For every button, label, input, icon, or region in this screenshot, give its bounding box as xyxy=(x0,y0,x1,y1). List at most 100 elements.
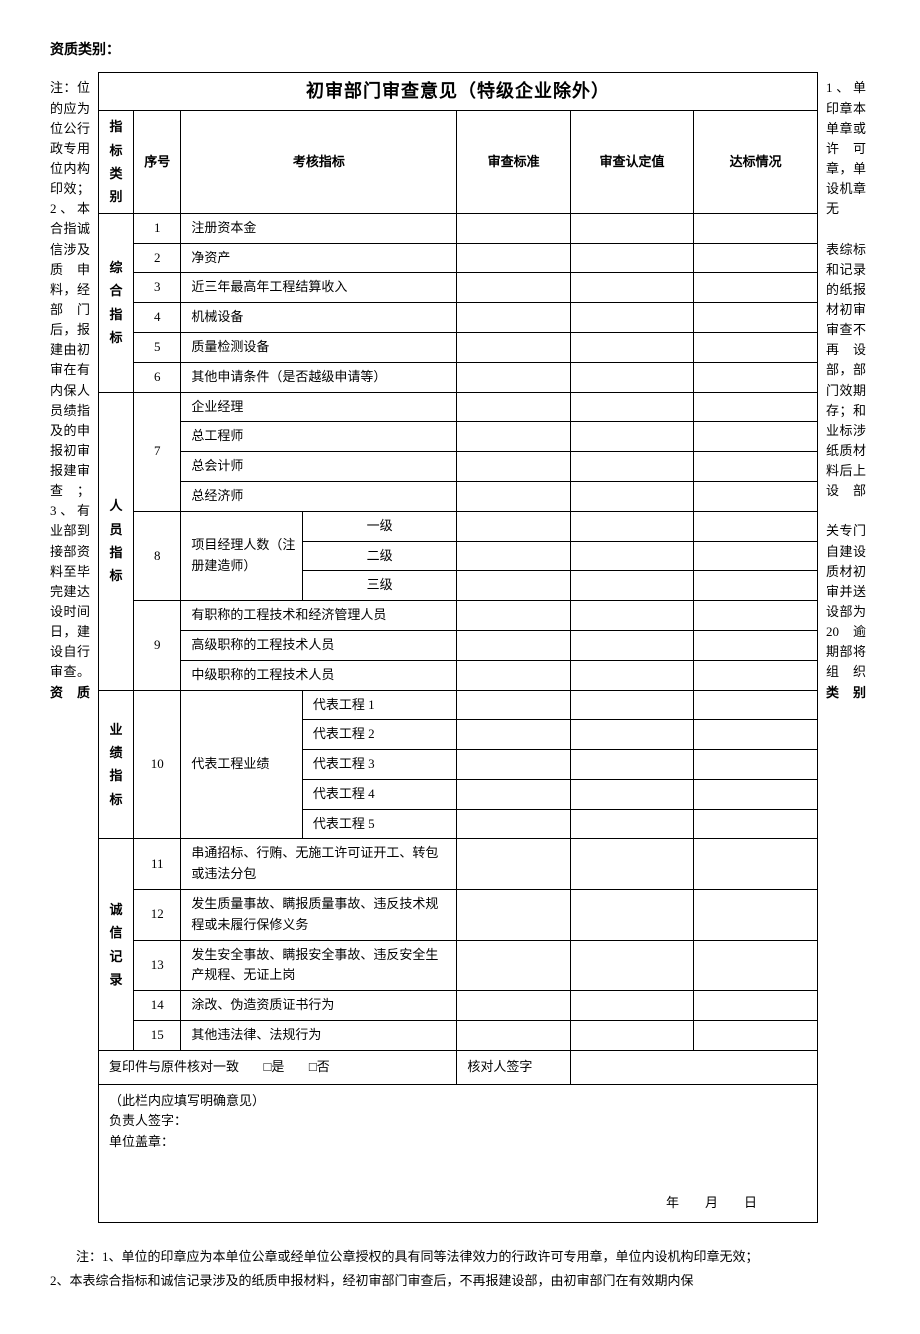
cell xyxy=(570,541,694,571)
indicator: 高级职称的工程技术人员 xyxy=(181,630,457,660)
cell xyxy=(570,1021,694,1051)
cell xyxy=(694,541,818,571)
right-margin-text: 1、单印章本单章或许可章，单设机章无 表综标和记录的纸报材初审审查不再设部，部门… xyxy=(826,72,866,702)
cell xyxy=(694,630,818,660)
sub-indicator: 代表工程 2 xyxy=(302,720,457,750)
cell xyxy=(694,332,818,362)
cell xyxy=(457,940,570,991)
indicator: 代表工程业绩 xyxy=(181,690,303,839)
cell xyxy=(570,839,694,890)
cell xyxy=(694,303,818,333)
cell xyxy=(694,362,818,392)
checkbox-no[interactable]: □否 xyxy=(309,1059,330,1074)
cell xyxy=(570,213,694,243)
indicator: 企业经理 xyxy=(181,392,457,422)
col-category: 指标类别 xyxy=(99,111,134,214)
cell xyxy=(694,690,818,720)
cell xyxy=(570,750,694,780)
cell xyxy=(694,511,818,541)
cell xyxy=(457,779,570,809)
table-row: 综合指标 1 注册资本金 xyxy=(99,213,818,243)
table-row: 15其他违法律、法规行为 xyxy=(99,1021,818,1051)
sub-indicator: 二级 xyxy=(302,541,457,571)
cell xyxy=(694,571,818,601)
seq: 14 xyxy=(134,991,181,1021)
cell xyxy=(694,243,818,273)
indicator: 中级职称的工程技术人员 xyxy=(181,660,457,690)
table-row: 诚信记录 11 串通招标、行贿、无施工许可证开工、转包或违法分包 xyxy=(99,839,818,890)
cell xyxy=(694,660,818,690)
cell xyxy=(457,630,570,660)
cell xyxy=(457,690,570,720)
cell xyxy=(457,362,570,392)
cell xyxy=(694,940,818,991)
opinion-cell[interactable]: （此栏内应填写明确意见） 负责人签字： 单位盖章： xyxy=(99,1084,818,1184)
cell xyxy=(694,991,818,1021)
date-cell: 年 月 日 xyxy=(99,1184,818,1222)
cell xyxy=(457,332,570,362)
cell xyxy=(570,511,694,541)
seq: 9 xyxy=(134,601,181,690)
table-row: 12发生质量事故、瞒报质量事故、违反技术规程或未履行保修义务 xyxy=(99,890,818,941)
table-row: 业绩指标 10 代表工程业绩 代表工程 1 xyxy=(99,690,818,720)
indicator: 总经济师 xyxy=(181,481,457,511)
cell xyxy=(694,273,818,303)
cell xyxy=(570,392,694,422)
indicator: 总工程师 xyxy=(181,422,457,452)
indicator: 涂改、伪造资质证书行为 xyxy=(181,991,457,1021)
indicator: 项目经理人数（注册建造师） xyxy=(181,511,303,600)
cell xyxy=(694,422,818,452)
table-row: 8 项目经理人数（注册建造师） 一级 xyxy=(99,511,818,541)
cell xyxy=(457,511,570,541)
seq: 5 xyxy=(134,332,181,362)
title-row: 初审部门审查意见（特级企业除外） xyxy=(99,73,818,111)
table-row: 2净资产 xyxy=(99,243,818,273)
indicator: 串通招标、行贿、无施工许可证开工、转包或违法分包 xyxy=(181,839,457,890)
cat-comprehensive: 综合指标 xyxy=(99,213,134,392)
cell xyxy=(694,1021,818,1051)
cell xyxy=(694,809,818,839)
table-row: 3近三年最高年工程结算收入 xyxy=(99,273,818,303)
cell xyxy=(694,720,818,750)
sub-indicator: 代表工程 3 xyxy=(302,750,457,780)
copy-check-row: 复印件与原件核对一致 □是 □否 核对人签字 xyxy=(99,1050,818,1084)
cell xyxy=(694,750,818,780)
seq: 10 xyxy=(134,690,181,839)
cell xyxy=(457,991,570,1021)
seq: 6 xyxy=(134,362,181,392)
opinion-hint: （此栏内应填写明确意见） xyxy=(109,1091,807,1112)
col-indicator: 考核指标 xyxy=(181,111,457,214)
cell xyxy=(457,392,570,422)
cell xyxy=(457,839,570,890)
cell xyxy=(457,481,570,511)
seq: 15 xyxy=(134,1021,181,1051)
left-text-content: 注：位的应为位公行政专用位内构印效；2、本合指诚信涉及质申料，经部门后，报建由初… xyxy=(50,80,90,679)
right-bottom-bold: 类别 xyxy=(826,683,866,703)
table-row: 高级职称的工程技术人员 xyxy=(99,630,818,660)
leader-sign: 负责人签字： xyxy=(109,1111,807,1132)
cell xyxy=(457,890,570,941)
review-table: 初审部门审查意见（特级企业除外） 指标类别 序号 考核指标 审查标准 审查认定值… xyxy=(98,72,818,1222)
cell xyxy=(570,809,694,839)
cell xyxy=(570,720,694,750)
footnotes: 注：1、单位的印章应为本单位公章或经单位公章授权的具有同等法律效力的行政许可专用… xyxy=(50,1245,870,1294)
cell xyxy=(694,839,818,890)
left-bottom-bold: 资质 xyxy=(50,683,90,703)
seq: 8 xyxy=(134,511,181,600)
footnote-1: 注：1、单位的印章应为本单位公章或经单位公章授权的具有同等法律效力的行政许可专用… xyxy=(50,1245,870,1270)
cell xyxy=(570,273,694,303)
cell xyxy=(570,362,694,392)
seq: 7 xyxy=(134,392,181,511)
cell xyxy=(694,392,818,422)
header-row: 指标类别 序号 考核指标 审查标准 审查认定值 达标情况 xyxy=(99,111,818,214)
seq: 13 xyxy=(134,940,181,991)
cell xyxy=(694,481,818,511)
cell xyxy=(694,213,818,243)
col-seq: 序号 xyxy=(134,111,181,214)
cell xyxy=(694,890,818,941)
verifier-sign-cell[interactable] xyxy=(570,1050,817,1084)
table-row: 人员指标 7 企业经理 xyxy=(99,392,818,422)
cell xyxy=(457,422,570,452)
checkbox-yes[interactable]: □是 xyxy=(264,1059,285,1074)
cell xyxy=(570,940,694,991)
